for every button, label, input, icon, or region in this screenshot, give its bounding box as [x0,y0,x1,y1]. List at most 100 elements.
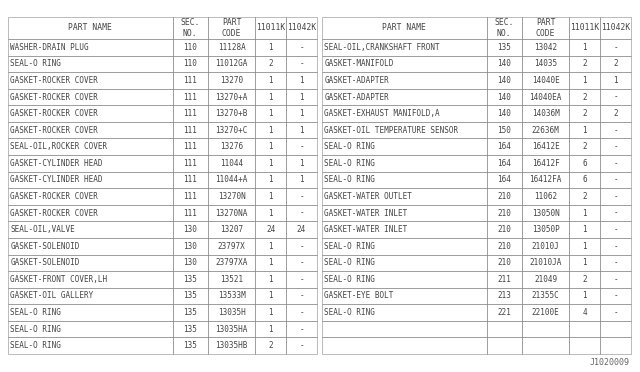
Bar [173,271,208,288]
Bar [522,138,569,155]
Bar [569,321,600,337]
Bar [286,304,317,321]
Bar [522,155,569,171]
Bar [487,171,522,188]
Text: 1: 1 [582,292,587,301]
Text: 130: 130 [184,225,197,234]
Bar [8,337,173,354]
Text: GASKET-CYLINDER HEAD: GASKET-CYLINDER HEAD [10,176,103,185]
Bar [322,205,487,221]
Bar [255,321,286,337]
Bar [522,122,569,138]
Text: 22100E: 22100E [532,308,559,317]
Text: -: - [300,142,304,151]
Bar [8,205,173,221]
Text: 1: 1 [268,209,273,218]
Text: 1: 1 [268,275,273,284]
Bar [487,122,522,138]
Bar [286,122,317,138]
Bar [600,188,631,205]
Bar [255,254,286,271]
Bar [255,17,286,39]
Bar [322,238,487,254]
Bar [208,39,255,55]
Bar [487,337,522,354]
Bar [255,254,286,271]
Bar [8,205,173,221]
Bar [569,254,600,271]
Bar [173,122,208,138]
Bar [322,221,487,238]
Bar [522,321,569,337]
Text: 111: 111 [184,126,197,135]
Bar [487,39,522,55]
Bar [569,188,600,205]
Bar [487,271,522,288]
Bar [8,55,173,72]
Bar [286,205,317,221]
Bar [522,271,569,288]
Text: 1: 1 [268,242,273,251]
Bar [487,105,522,122]
Text: 14040E: 14040E [532,76,559,85]
Text: 210: 210 [497,258,511,267]
Text: 13270: 13270 [220,76,243,85]
Text: 23797X: 23797X [218,242,245,251]
Text: GASKET-SOLENOID: GASKET-SOLENOID [10,242,80,251]
Bar [522,221,569,238]
Text: 22636M: 22636M [532,126,559,135]
Text: -: - [300,242,304,251]
Bar [208,321,255,337]
Text: GASKET-ROCKER COVER: GASKET-ROCKER COVER [10,76,99,85]
Bar [569,337,600,354]
Bar [208,254,255,271]
Text: 135: 135 [184,292,197,301]
Text: 1: 1 [268,176,273,185]
Bar [322,221,487,238]
Bar [522,105,569,122]
Bar [522,304,569,321]
Text: GASKET-WATER OUTLET: GASKET-WATER OUTLET [324,192,412,201]
Bar [322,122,487,138]
Bar [8,304,173,321]
Bar [8,321,173,337]
Text: 1: 1 [300,76,304,85]
Bar [522,122,569,138]
Bar [487,105,522,122]
Text: 150: 150 [497,126,511,135]
Bar [208,105,255,122]
Bar [286,89,317,105]
Text: 111: 111 [184,142,197,151]
Bar [255,205,286,221]
Bar [569,321,600,337]
Text: SEAL-O RING: SEAL-O RING [10,308,61,317]
Bar [600,321,631,337]
Text: SEAL-O RING: SEAL-O RING [324,242,376,251]
Text: GASKET-OIL GALLERY: GASKET-OIL GALLERY [10,292,93,301]
Bar [173,171,208,188]
Bar [8,238,173,254]
Bar [255,155,286,171]
Bar [487,271,522,288]
Bar [255,17,286,39]
Bar [255,238,286,254]
Text: 164: 164 [497,159,511,168]
Bar [600,271,631,288]
Bar [522,288,569,304]
Bar [322,39,487,55]
Text: -: - [613,159,618,168]
Text: 24: 24 [297,225,306,234]
Text: 2: 2 [582,275,587,284]
Bar [569,221,600,238]
Bar [286,288,317,304]
Bar [173,205,208,221]
Bar [569,39,600,55]
Bar [600,138,631,155]
Text: 111: 111 [184,109,197,118]
Bar [569,138,600,155]
Text: 13270+A: 13270+A [215,93,248,102]
Bar [322,271,487,288]
Text: 135: 135 [184,341,197,350]
Text: GASKET-MANIFOLD: GASKET-MANIFOLD [324,60,394,68]
Bar [522,55,569,72]
